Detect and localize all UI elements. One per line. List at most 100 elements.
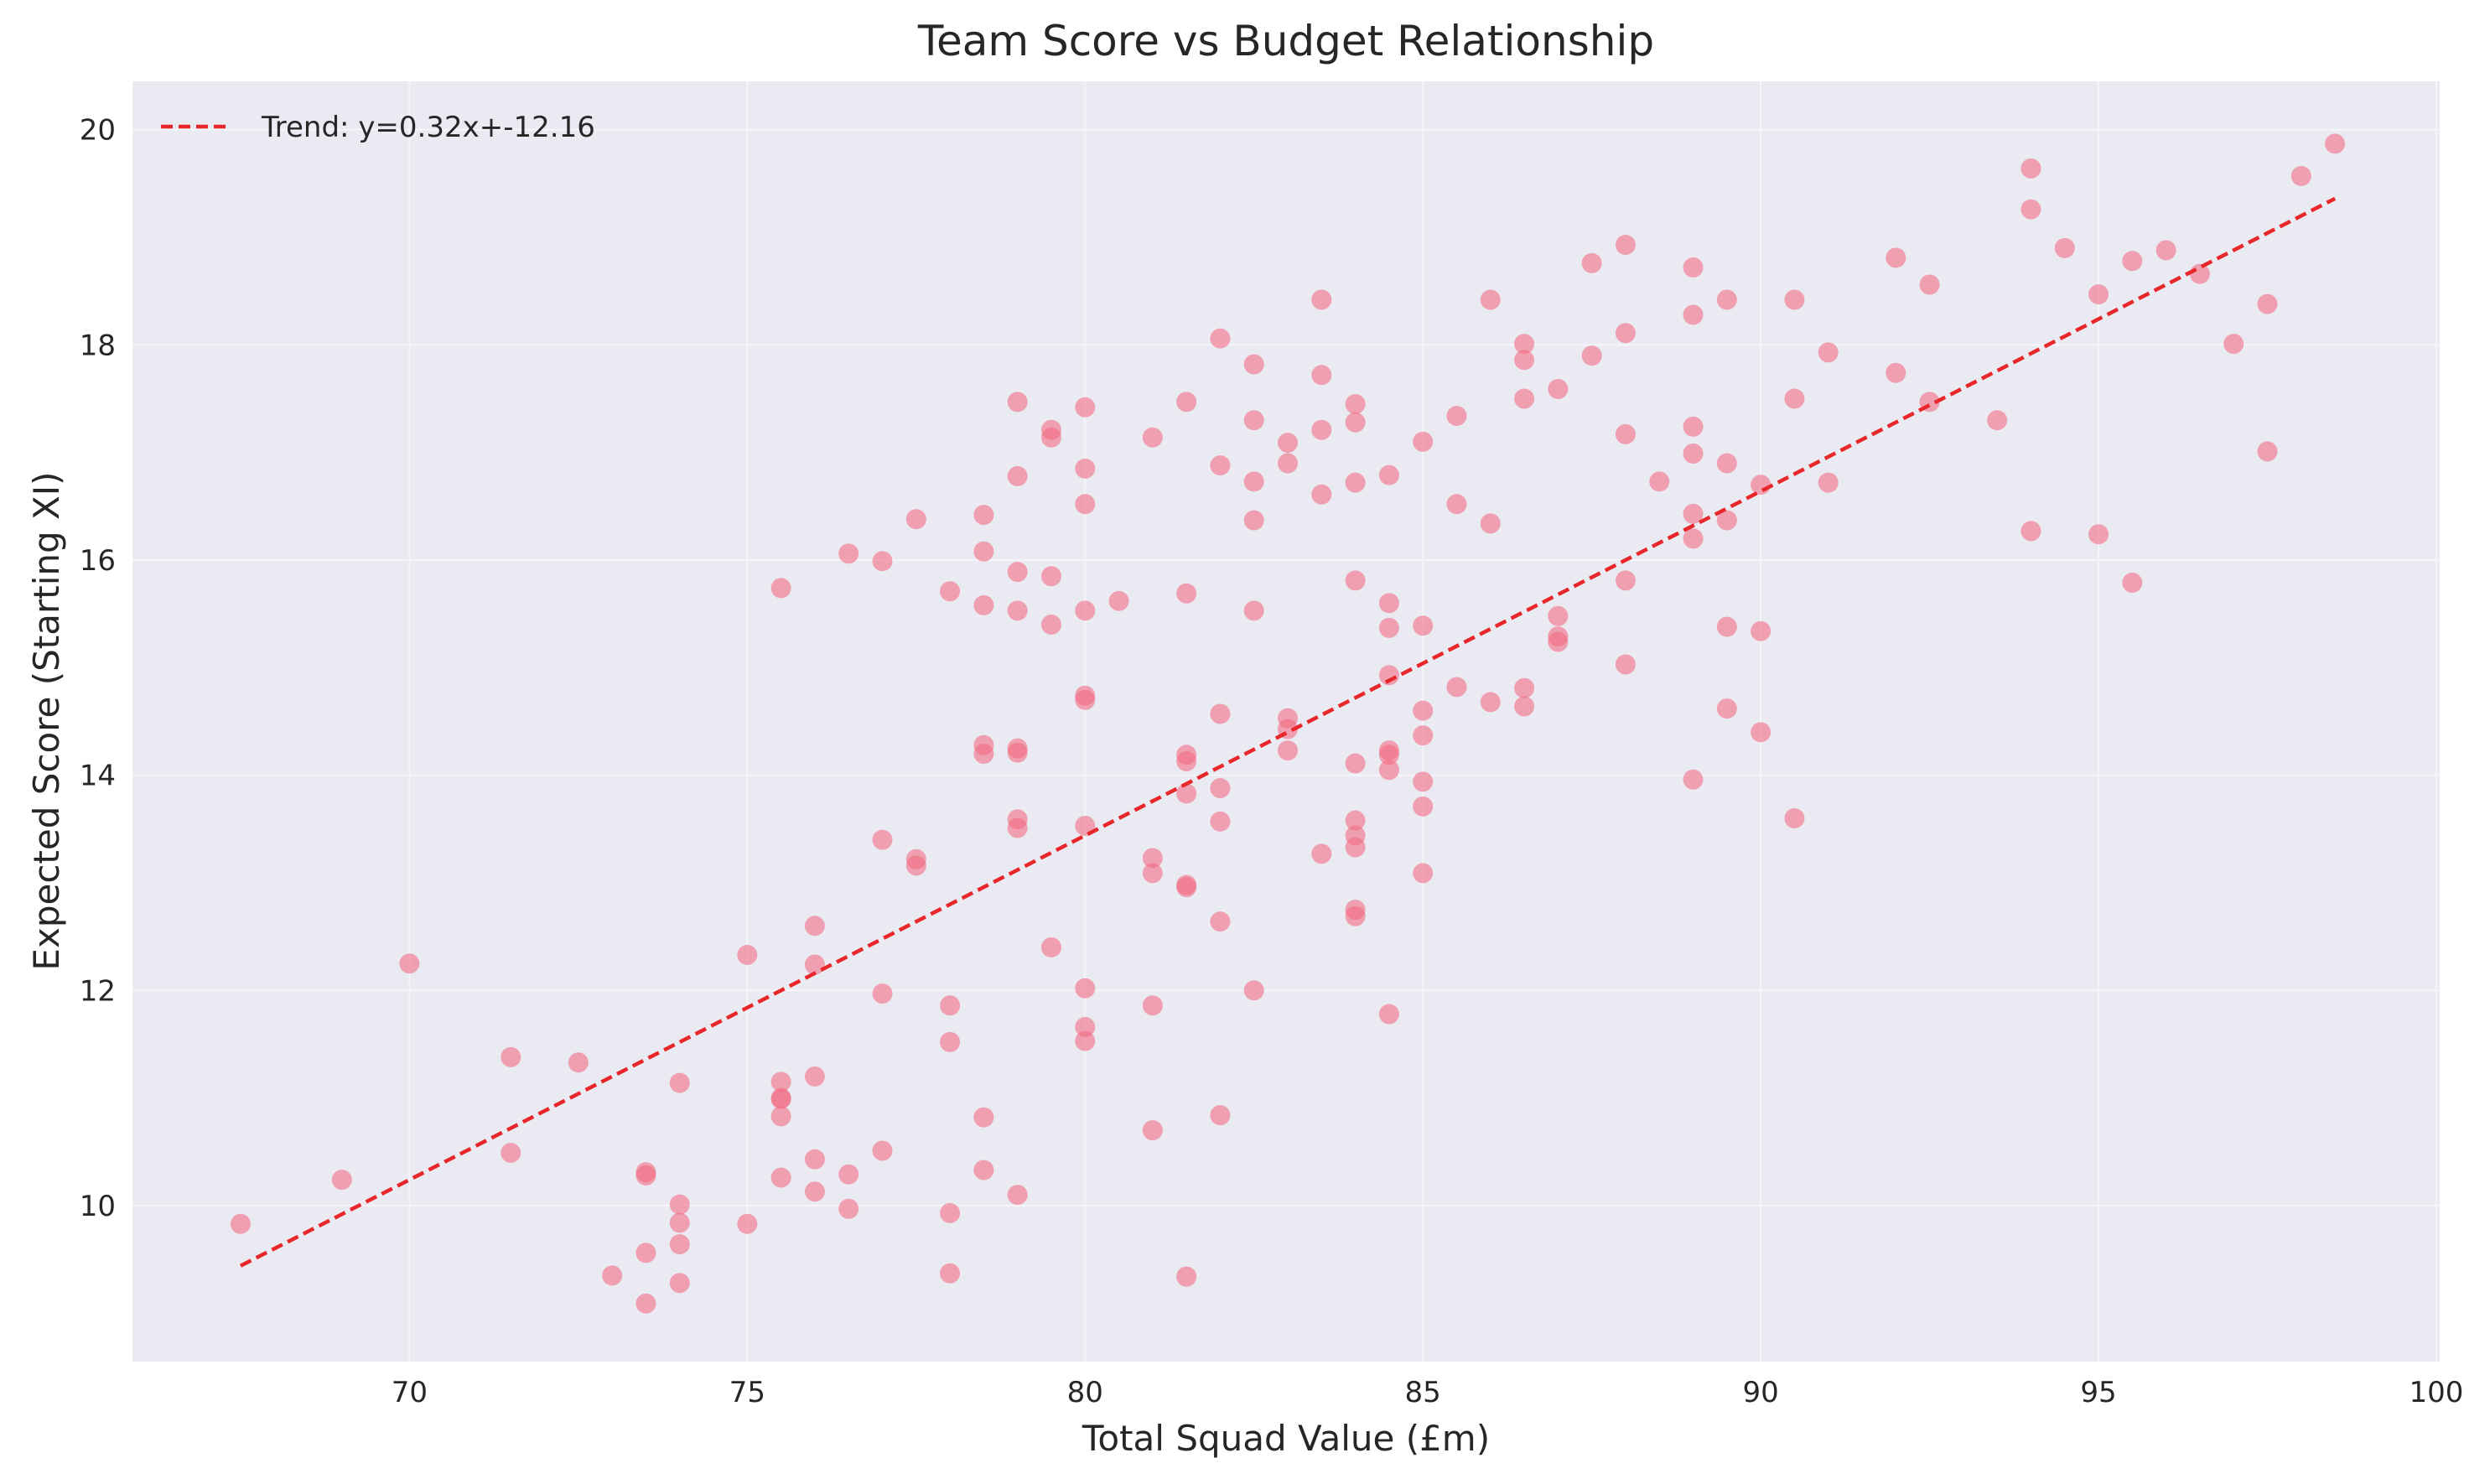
data-point (669, 1273, 690, 1294)
data-point (2122, 251, 2143, 272)
data-point (1886, 362, 1906, 383)
data-point (2189, 263, 2210, 284)
data-point (1413, 700, 1434, 721)
trend-line (239, 196, 2337, 1268)
data-point (501, 1143, 521, 1164)
data-point (905, 509, 926, 530)
data-point (1108, 590, 1129, 611)
data-point (1919, 274, 1940, 295)
data-point (1176, 783, 1197, 804)
data-point (1413, 796, 1434, 817)
y-tick-label: 16 (80, 544, 116, 578)
data-point (940, 1202, 961, 1223)
data-point (1413, 771, 1434, 792)
data-point (804, 954, 825, 975)
data-point (1413, 863, 1434, 884)
data-point (1751, 475, 1772, 496)
data-point (2223, 334, 2244, 355)
data-point (1243, 510, 1264, 531)
data-point (1480, 513, 1501, 534)
data-point (1075, 1016, 1096, 1037)
data-point (838, 1198, 859, 1219)
data-point (669, 1194, 690, 1215)
data-point (872, 551, 893, 572)
data-point (1446, 406, 1467, 427)
data-point (1514, 696, 1535, 717)
data-point (1413, 725, 1434, 746)
data-point (872, 1140, 893, 1161)
data-point (1446, 677, 1467, 698)
data-point (1345, 472, 1366, 493)
data-point (1075, 397, 1096, 418)
data-point (2054, 237, 2075, 258)
data-point (1548, 605, 1569, 626)
data-point (770, 1167, 791, 1188)
data-point (1480, 692, 1501, 713)
data-point (1784, 289, 1805, 310)
data-point (1007, 465, 1028, 486)
data-point (1176, 750, 1197, 771)
x-tick-label: 95 (2080, 1376, 2116, 1409)
data-point (838, 1164, 859, 1185)
data-point (568, 1052, 589, 1073)
data-point (1142, 427, 1163, 448)
data-point (973, 1107, 994, 1128)
data-point (1210, 911, 1231, 932)
y-tick-label: 14 (80, 760, 116, 793)
data-point (1514, 388, 1535, 409)
data-point (2021, 199, 2041, 220)
data-point (804, 916, 825, 937)
data-point (905, 855, 926, 876)
data-point (1683, 416, 1704, 437)
data-point (230, 1213, 251, 1234)
data-point (1210, 811, 1231, 832)
data-point (1615, 235, 1636, 256)
x-tick-label: 100 (2410, 1376, 2464, 1409)
data-point (1716, 616, 1737, 637)
data-point (1142, 848, 1163, 869)
data-point (1243, 471, 1264, 492)
data-point (1615, 423, 1636, 444)
data-point (1378, 593, 1399, 614)
data-point (331, 1170, 352, 1191)
data-point (1176, 877, 1197, 898)
data-point (940, 995, 961, 1016)
data-point (940, 581, 961, 602)
x-tick-label: 80 (1067, 1376, 1103, 1409)
data-point (1683, 503, 1704, 524)
data-point (635, 1165, 656, 1186)
chart-title: Team Score vs Budget Relationship (917, 17, 1654, 65)
data-point (2290, 165, 2311, 186)
data-point (1176, 583, 1197, 604)
data-point (838, 543, 859, 564)
data-point (1040, 566, 1061, 587)
trend-line-group (239, 196, 2337, 1268)
data-point (1751, 620, 1772, 641)
data-point (1345, 753, 1366, 774)
legend: Trend: y=0.32x+-12.16 (161, 111, 595, 144)
data-point (770, 1071, 791, 1092)
data-point (1378, 617, 1399, 638)
data-point (2021, 521, 2041, 542)
data-point (501, 1046, 521, 1067)
x-tick-label: 70 (392, 1376, 428, 1409)
data-point (872, 983, 893, 1004)
y-axis-ticks: 10 12 14 16 18 20 (80, 114, 116, 1223)
data-points (230, 133, 2346, 1314)
data-point (1075, 978, 1096, 999)
data-point (1311, 289, 1332, 310)
data-point (1514, 334, 1535, 355)
data-point (1040, 615, 1061, 636)
data-point (1818, 342, 1839, 363)
data-point (1784, 807, 1805, 828)
data-point (770, 1088, 791, 1109)
data-point (1615, 323, 1636, 344)
data-point (1345, 905, 1366, 926)
data-point (1581, 252, 1602, 273)
data-point (737, 1213, 758, 1234)
data-point (1818, 472, 1839, 493)
data-point (804, 1181, 825, 1202)
data-point (1378, 1004, 1399, 1025)
data-point (1514, 350, 1535, 371)
data-point (1716, 510, 1737, 531)
